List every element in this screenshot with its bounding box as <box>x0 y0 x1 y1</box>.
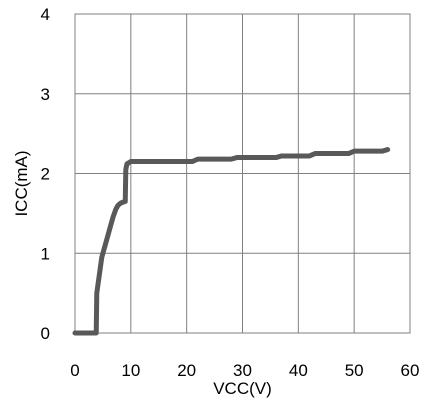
x-tick-label: 30 <box>233 361 252 380</box>
x-tick-labels: 0 10 20 30 40 50 60 <box>70 361 419 380</box>
y-tick-label: 2 <box>41 165 50 184</box>
y-tick-label: 4 <box>41 5 50 24</box>
x-tick-label: 40 <box>289 361 308 380</box>
y-tick-labels: 0 1 2 3 4 <box>41 5 50 343</box>
grid <box>75 14 410 333</box>
y-tick-label: 0 <box>41 324 50 343</box>
x-tick-label: 60 <box>401 361 420 380</box>
y-tick-label: 1 <box>41 244 50 263</box>
series-layer <box>72 147 391 336</box>
x-tick-label: 20 <box>177 361 196 380</box>
x-tick-label: 10 <box>121 361 140 380</box>
y-axis-title: ICC(mA) <box>12 150 31 216</box>
x-tick-label: 0 <box>70 361 79 380</box>
x-axis-title: VCC(V) <box>213 379 272 398</box>
series-line-0 <box>72 147 391 336</box>
x-tick-label: 50 <box>345 361 364 380</box>
y-tick-label: 3 <box>41 85 50 104</box>
plot-area-frame <box>74 13 411 334</box>
